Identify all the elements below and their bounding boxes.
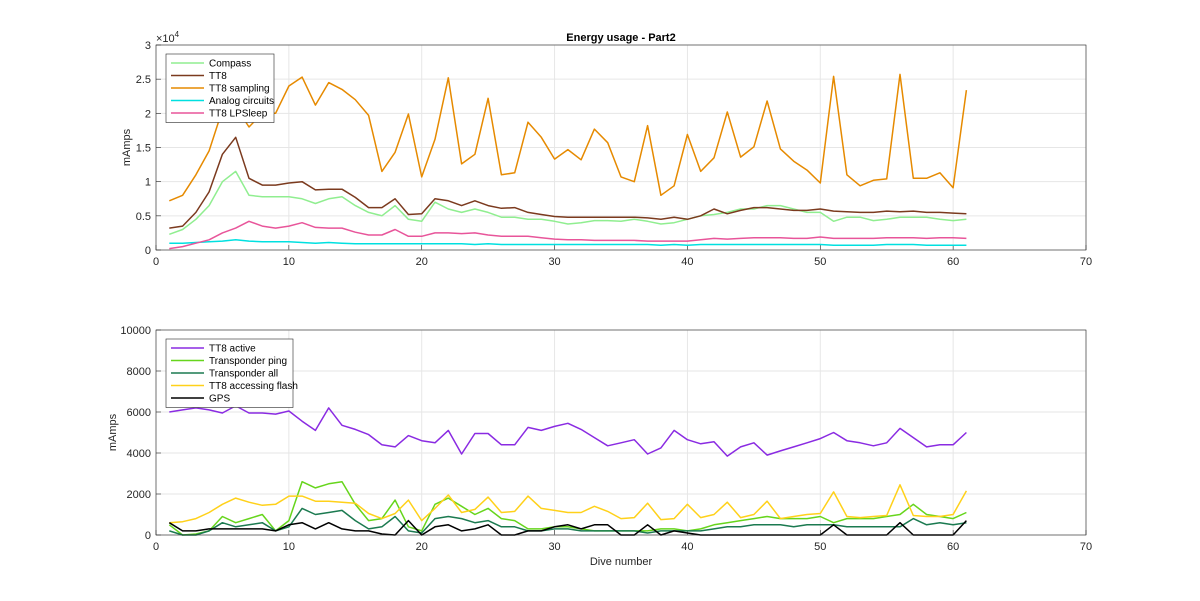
top-axes: 0 10 20 30 40 50 60 70 0 0.5 1 1.5 2 2.5 3 Energy usa… xyxy=(121,30,1092,268)
y-tick-label: 4000 xyxy=(127,448,151,460)
bottom-x-tick-labels: 0 10 20 30 40 50 60 70 xyxy=(153,541,1092,553)
series-line xyxy=(168,519,967,536)
bottom-series-lines xyxy=(168,405,968,536)
y-tick-label: 0.5 xyxy=(136,211,151,223)
series-line xyxy=(169,73,968,202)
x-tick-label: 70 xyxy=(1080,541,1092,553)
series-line xyxy=(169,136,967,229)
x-tick-label: 60 xyxy=(947,541,959,553)
y-tick-label: 3 xyxy=(145,40,151,52)
legend-label: Transponder all xyxy=(209,369,278,380)
legend-label: TT8 active xyxy=(209,344,256,355)
x-tick-label: 40 xyxy=(681,256,693,268)
x-tick-label: 40 xyxy=(681,541,693,553)
legend-label: Analog circuits xyxy=(209,96,274,107)
y-tick-label: 2.5 xyxy=(136,74,151,86)
y-tick-label: 8000 xyxy=(127,366,151,378)
legend-label: TT8 sampling xyxy=(209,84,270,95)
x-tick-label: 30 xyxy=(548,256,560,268)
series-line xyxy=(168,480,967,536)
bottom-y-axis-label: mAmps xyxy=(107,413,119,451)
top-series-lines xyxy=(169,73,968,250)
x-tick-label: 10 xyxy=(283,541,295,553)
x-tick-label: 10 xyxy=(283,256,295,268)
legend-label: TT8 accessing flash xyxy=(209,381,298,392)
y-tick-label: 10000 xyxy=(120,325,151,337)
top-axes-box xyxy=(155,44,1087,251)
x-tick-label: 50 xyxy=(814,541,826,553)
series-line xyxy=(169,220,967,250)
bottom-y-tick-labels: 0 2000 4000 6000 8000 10000 xyxy=(120,325,151,542)
series-line xyxy=(169,239,967,246)
y-tick-label: 2000 xyxy=(127,489,151,501)
x-tick-label: 0 xyxy=(153,541,159,553)
series-line xyxy=(169,405,967,457)
x-tick-label: 30 xyxy=(548,541,560,553)
y-tick-label: 0 xyxy=(145,245,151,257)
bottom-x-axis-label: Dive number xyxy=(590,556,653,568)
legend-label: Compass xyxy=(209,59,251,70)
y-tick-label: 1 xyxy=(145,177,151,189)
series-line xyxy=(169,170,967,236)
top-y-exponent: ×104 xyxy=(156,30,180,45)
y-tick-label: 0 xyxy=(145,530,151,542)
series-line xyxy=(169,484,968,524)
legend-label: Transponder ping xyxy=(209,356,287,367)
x-tick-label: 20 xyxy=(416,541,428,553)
top-y-tick-labels: 0 0.5 1 1.5 2 2.5 3 xyxy=(136,40,151,257)
top-y-exponent-power: 4 xyxy=(175,30,180,39)
x-tick-label: 60 xyxy=(947,256,959,268)
top-y-axis-label: mAmps xyxy=(121,128,133,166)
bottom-axes: 0 10 20 30 40 50 60 70 0 2000 4000 6000 8000 10000 D… xyxy=(107,325,1092,568)
x-tick-label: 50 xyxy=(814,256,826,268)
y-tick-label: 1.5 xyxy=(136,143,151,155)
legend-label: TT8 xyxy=(209,71,227,82)
x-tick-label: 20 xyxy=(416,256,428,268)
legend-label: TT8 LPSleep xyxy=(209,109,268,120)
y-tick-label: 2 xyxy=(145,108,151,120)
bottom-plot-area xyxy=(156,330,1086,535)
x-tick-label: 70 xyxy=(1080,256,1092,268)
top-chart-title: Energy usage - Part2 xyxy=(566,32,675,44)
top-y-exponent-base: ×10 xyxy=(156,33,175,45)
legend-label: GPS xyxy=(209,394,230,405)
x-tick-label: 0 xyxy=(153,256,159,268)
top-x-tick-labels: 0 10 20 30 40 50 60 70 xyxy=(153,256,1092,268)
y-tick-label: 6000 xyxy=(127,407,151,419)
bottom-axes-box xyxy=(155,329,1087,536)
